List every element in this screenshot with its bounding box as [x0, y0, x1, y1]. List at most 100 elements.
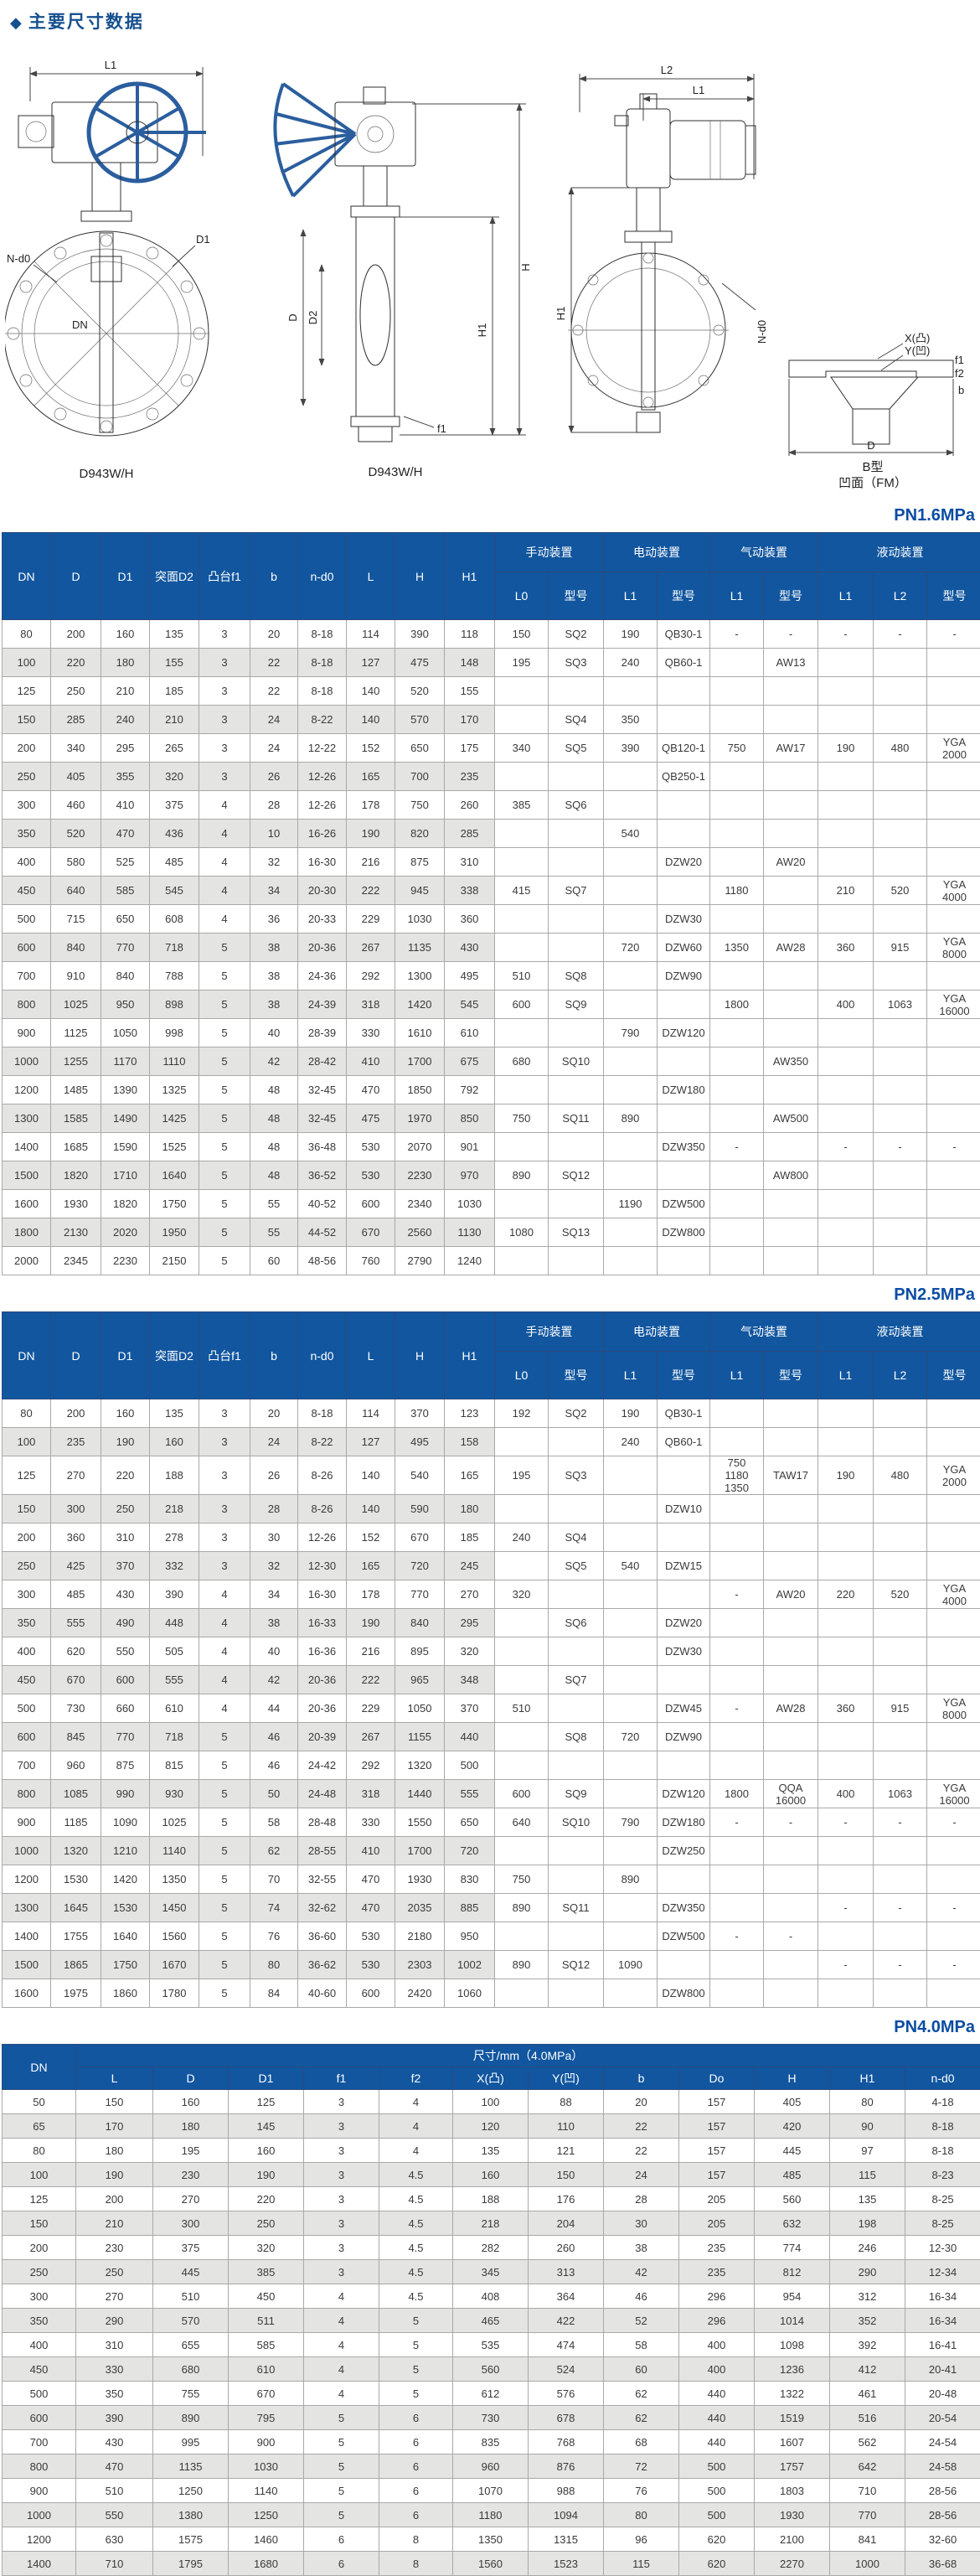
table-cell: DZW20: [658, 848, 710, 877]
table-cell: 48: [250, 1076, 298, 1104]
table-cell: -: [710, 1694, 764, 1723]
table-cell: 2340: [395, 1190, 445, 1218]
page-title: ◆主要尺寸数据: [0, 0, 980, 34]
table-cell: 525: [101, 848, 150, 877]
table-cell: 190: [604, 620, 658, 649]
table-cell: 700: [3, 2430, 76, 2454]
label-b: b: [958, 384, 964, 396]
table-cell: 1200: [3, 1865, 51, 1894]
table-cell: 245: [445, 1552, 495, 1580]
table-cell: [549, 763, 604, 791]
table-cell: 720: [604, 934, 658, 962]
table-cell: 5: [304, 2503, 379, 2527]
table-cell: 340: [51, 734, 101, 763]
table-cell: [764, 1951, 818, 1979]
table-cell: [927, 1666, 980, 1694]
table-cell: 235: [51, 1428, 101, 1456]
table-cell: [604, 1751, 658, 1780]
table-cell: [818, 1837, 874, 1865]
table-cell: 650: [395, 734, 445, 763]
table-cell: 48: [250, 1133, 298, 1161]
table-cell: 620: [51, 1637, 101, 1666]
table-cell: 768: [529, 2430, 604, 2454]
table-cell: [658, 1047, 710, 1076]
table-cell: 55: [250, 1218, 298, 1247]
table-cell: [495, 1133, 549, 1161]
table-cell: 890: [604, 1865, 658, 1894]
table-cell: [874, 1495, 927, 1523]
table-cell: 38: [250, 962, 298, 991]
table-cell: 190: [101, 1428, 150, 1456]
table-cell: 355: [101, 763, 150, 791]
table-cell: 730: [51, 1694, 101, 1723]
table-cell: -: [874, 620, 927, 649]
table-cell: [604, 848, 658, 877]
table-cell: 885: [445, 1894, 495, 1922]
label-f2: f2: [955, 367, 964, 380]
table-cell: 511: [229, 2309, 304, 2333]
table-cell: 2130: [51, 1218, 101, 1247]
table-cell: [549, 1247, 604, 1275]
table-cell: 520: [395, 677, 445, 706]
table-cell: 1140: [229, 2479, 304, 2503]
table-cell: 915: [874, 1694, 927, 1723]
table-cell: -: [710, 620, 764, 649]
table-cell: 16-30: [298, 1580, 347, 1609]
table-cell: [604, 1609, 658, 1637]
pn40-label: PN4.0MPa: [0, 2008, 980, 2044]
table-cell: 24-42: [298, 1751, 347, 1780]
table-cell: 460: [51, 791, 101, 820]
table-cell: [927, 649, 980, 677]
table-cell: 313: [529, 2260, 604, 2284]
table-cell: [604, 905, 658, 934]
table-cell: 62: [604, 2382, 679, 2406]
table-cell: 820: [395, 820, 445, 848]
table-cell: [658, 1951, 710, 1979]
table-cell: 1440: [395, 1780, 445, 1808]
table-cell: [764, 1133, 818, 1161]
table-cell: 30: [250, 1523, 298, 1552]
table-cell: SQ2: [549, 1399, 604, 1428]
table-cell: 48: [250, 1104, 298, 1133]
table-cell: 20: [250, 620, 298, 649]
table-cell: 4: [199, 877, 250, 905]
table-cell: [495, 848, 549, 877]
table-cell: [658, 677, 710, 706]
table-cell: 642: [830, 2454, 905, 2479]
dim-label-d2: D2: [307, 311, 319, 325]
table-cell: 8-18: [905, 2139, 980, 2163]
table-cell: 875: [101, 1751, 150, 1780]
table-cell: 1865: [51, 1951, 101, 1979]
table-cell: 125: [3, 2187, 76, 2211]
table-cell: [818, 1399, 874, 1428]
table-cell: 1525: [150, 1133, 199, 1161]
table-cell: 954: [755, 2284, 830, 2309]
table-cell: 296: [679, 2309, 755, 2333]
table-cell: 850: [445, 1104, 495, 1133]
table-cell: 600: [495, 991, 549, 1019]
table-cell: 400: [3, 1637, 51, 1666]
table-cell: 485: [755, 2163, 830, 2187]
table-cell: 218: [453, 2211, 529, 2236]
table-cell: 127: [347, 649, 395, 677]
table-cell: 5: [199, 1190, 250, 1218]
table-cell: 1860: [101, 1979, 150, 2008]
table-cell: [604, 1133, 658, 1161]
table-cell: [927, 1637, 980, 1666]
table-cell: 16-26: [298, 820, 347, 848]
table-cell: 70: [250, 1865, 298, 1894]
table-cell: AW500: [764, 1104, 818, 1133]
table-cell: 545: [445, 991, 495, 1019]
table-cell: 350: [3, 1609, 51, 1637]
table-cell: [495, 1190, 549, 1218]
table-cell: 632: [755, 2211, 830, 2236]
table-cell: 876: [529, 2454, 604, 2479]
table-cell: 175: [445, 734, 495, 763]
flange-caption-face: 凹面（FM）: [777, 475, 968, 491]
